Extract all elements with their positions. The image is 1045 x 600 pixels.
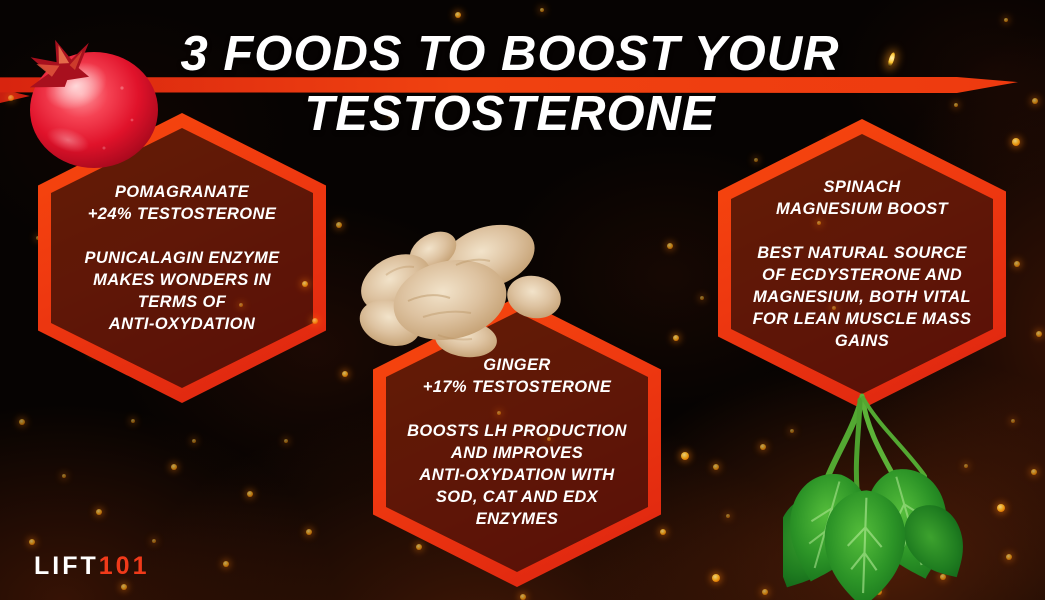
ember-particle	[660, 529, 666, 535]
ember-particle	[713, 464, 719, 470]
ember-particle	[940, 574, 946, 580]
logo-text-101: 101	[98, 552, 150, 580]
card-heading: POMAGRANATE +24% TESTOSTERONE	[87, 183, 277, 223]
ember-particle	[1004, 18, 1008, 22]
ember-particle	[223, 561, 229, 567]
ember-particle	[1012, 138, 1020, 146]
ember-particle	[762, 589, 768, 595]
card-body: BEST NATURAL SOURCE OF ECDYSTERONE AND M…	[752, 244, 972, 350]
title-line-1: 3 FOODS TO BOOST YOUR	[180, 27, 840, 81]
ember-particle	[302, 281, 308, 287]
ginger-image	[359, 224, 561, 358]
logo-text-lift: LIFT	[34, 552, 99, 580]
ember-particle	[388, 114, 392, 118]
ember-particle	[336, 222, 342, 228]
card-heading: SPINACH MAGNESIUM BOOST	[776, 178, 948, 218]
ember-particle	[121, 584, 127, 590]
ember-particle	[342, 371, 348, 377]
ember-particle	[700, 296, 704, 300]
ember-particle	[1032, 98, 1038, 104]
ember-particle	[192, 439, 196, 443]
ember-particle	[667, 243, 673, 249]
ginger-card: GINGER +17% TESTOSTERONE BOOSTS LH PRODU…	[373, 297, 661, 587]
ember-particle	[1036, 331, 1042, 337]
ember-particle	[520, 594, 526, 600]
card-body: BOOSTS LH PRODUCTION AND IMPROVES ANTI-O…	[407, 422, 627, 528]
ember-particle	[152, 539, 156, 543]
spinach-card: SPINACH MAGNESIUM BOOST BEST NATURAL SOU…	[718, 119, 1006, 409]
title-ribbon	[0, 77, 1018, 93]
ember-particle	[312, 318, 318, 324]
ember-particle	[1031, 469, 1037, 475]
ember-particle	[754, 158, 758, 162]
card-content: SPINACH MAGNESIUM BOOST BEST NATURAL SOU…	[742, 143, 982, 385]
ember-particle	[1006, 554, 1012, 560]
ember-particle	[547, 437, 551, 441]
ember-particle	[131, 419, 135, 423]
brand-logo: LIFT101	[34, 552, 149, 581]
ember-particle	[416, 544, 422, 550]
ember-particle	[171, 464, 177, 470]
ember-particle	[284, 439, 288, 443]
ember-particle	[306, 529, 312, 535]
card-content: GINGER +17% TESTOSTERONE BOOSTS LH PRODU…	[397, 321, 637, 563]
title-line-2: TESTOSTERONE	[304, 87, 716, 141]
ember-particle	[8, 95, 14, 101]
ember-particle	[964, 464, 968, 468]
ember-particle	[1014, 261, 1020, 267]
spinach-image	[783, 393, 973, 600]
ember-particle	[239, 303, 243, 307]
ember-particle	[497, 411, 501, 415]
ember-particle	[954, 103, 958, 107]
card-body: PUNICALAGIN ENZYME MAKES WONDERS IN TERM…	[84, 249, 280, 333]
pomegranate-image	[29, 39, 158, 168]
ember-particle	[455, 12, 461, 18]
ember-particle	[712, 574, 720, 582]
ember-particle	[681, 452, 689, 460]
page-title: 3 FOODS TO BOOST YOUR TESTOSTERONE	[0, 24, 1020, 144]
ember-particle	[96, 509, 102, 515]
ember-particle	[997, 504, 1005, 512]
ember-particle	[1011, 419, 1015, 423]
card-heading: GINGER +17% TESTOSTERONE	[422, 356, 612, 396]
ember-particle	[62, 474, 66, 478]
ember-particle	[247, 491, 253, 497]
ember-particle	[19, 419, 25, 425]
hexagon-fill	[731, 134, 993, 394]
ember-particle	[29, 539, 35, 545]
ember-particle	[832, 306, 836, 310]
card-content: POMAGRANATE +24% TESTOSTERONE PUNICALAGI…	[62, 137, 302, 379]
ember-particle	[790, 429, 794, 433]
ember-particle	[760, 444, 766, 450]
ember-particle	[726, 514, 730, 518]
ember-particle	[817, 221, 821, 225]
ember-particle	[673, 335, 679, 341]
ember-particle	[540, 8, 544, 12]
